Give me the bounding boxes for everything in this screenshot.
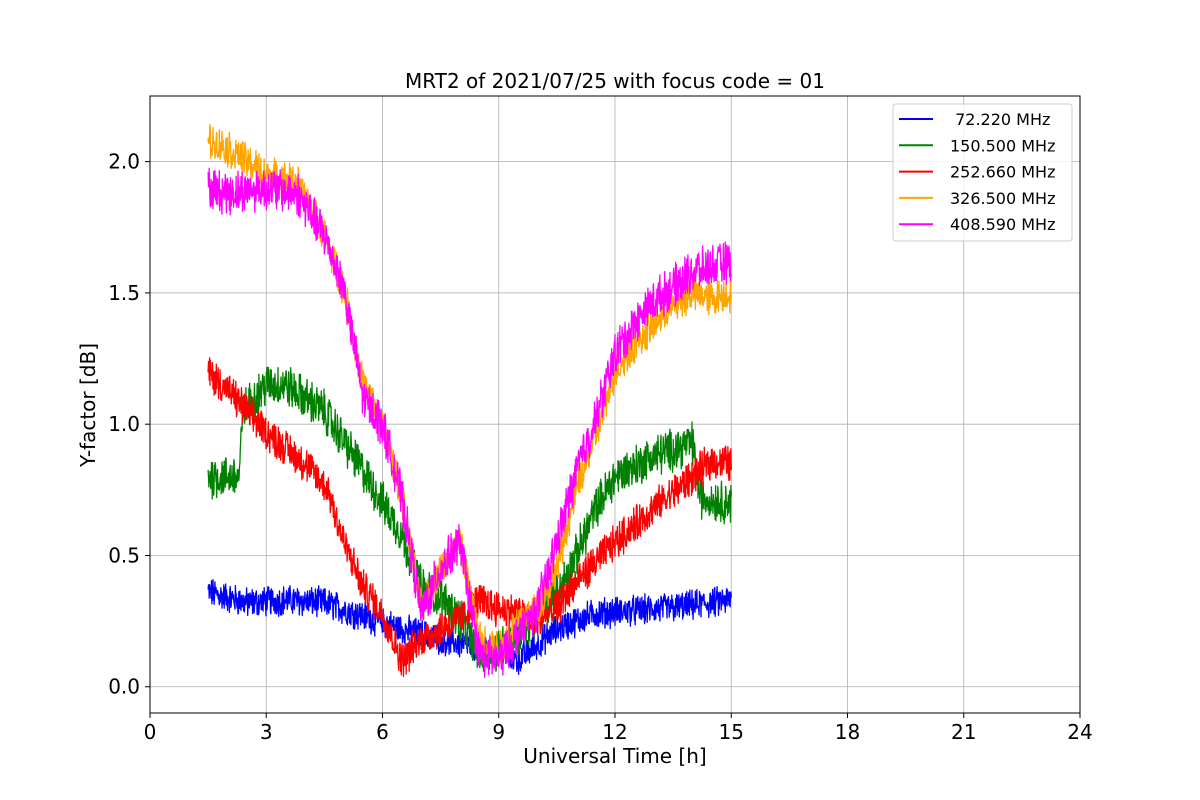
y-tick-label: 0.0 (108, 675, 140, 699)
series-line-2 (207, 366, 732, 672)
x-tick-label: 15 (719, 720, 744, 744)
series-line-5 (207, 167, 732, 678)
x-tick-label: 9 (492, 720, 505, 744)
legend-label: 326.500 MHz (950, 189, 1055, 208)
y-tick-label: 1.5 (108, 281, 140, 305)
y-axis-label: Y-factor [dB] (76, 343, 100, 468)
y-tick-label: 0.5 (108, 543, 140, 567)
legend-label: 150.500 MHz (950, 136, 1055, 155)
y-tick-label: 2.0 (108, 150, 140, 174)
x-tick-label: 21 (951, 720, 976, 744)
x-tick-label: 3 (260, 720, 273, 744)
legend-label: 252.660 MHz (950, 163, 1055, 182)
x-tick-label: 6 (376, 720, 389, 744)
legend-label: 408.590 MHz (950, 215, 1055, 234)
series-lines (207, 124, 732, 678)
legend-box (892, 103, 1073, 242)
legend-label: 72.220 MHz (950, 110, 1050, 129)
x-tick-label: 24 (1067, 720, 1092, 744)
x-tick-label: 18 (835, 720, 860, 744)
y-axis-ticks: 0.0 0.5 1.0 1.5 2.0 (108, 150, 150, 699)
chart-title: MRT2 of 2021/07/25 with focus code = 01 (405, 69, 825, 93)
x-tick-label: 0 (144, 720, 157, 744)
x-tick-label: 12 (602, 720, 627, 744)
y-tick-label: 1.0 (108, 412, 140, 436)
x-axis-ticks: 0 3 6 9 12 15 18 21 24 (144, 713, 1093, 744)
x-axis-label: Universal Time [h] (523, 744, 706, 768)
series-line-3 (207, 357, 732, 677)
legend: 72.220 MHz 150.500 MHz 252.660 MHz 326.500 … (892, 103, 1073, 242)
